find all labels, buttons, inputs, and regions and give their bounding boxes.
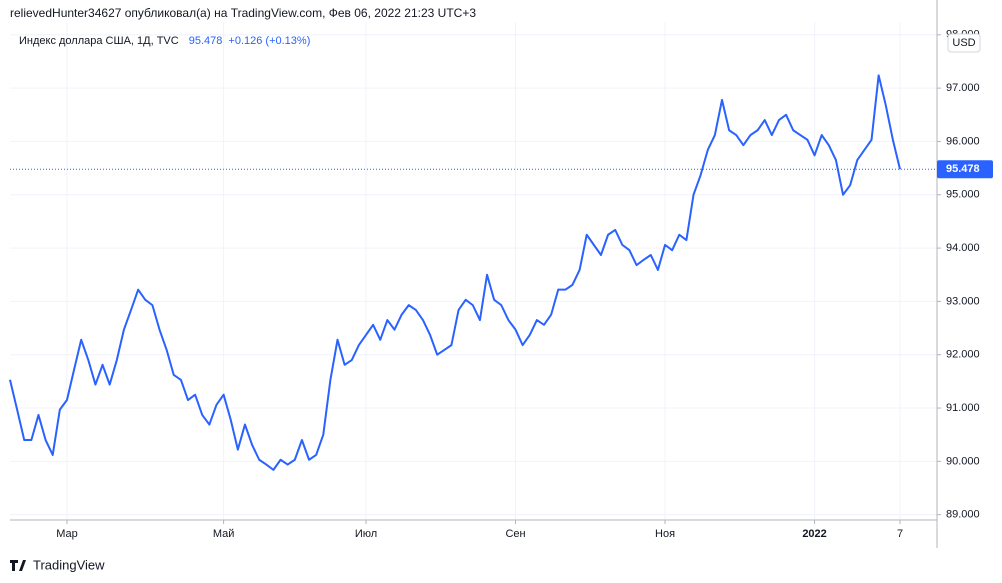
footer: TradingView xyxy=(33,557,105,572)
x-tick-label: Июл xyxy=(355,528,377,540)
x-tick-label: 7 xyxy=(897,528,903,540)
x-tick-label: Сен xyxy=(505,528,525,540)
currency[interactable]: USD xyxy=(952,37,975,49)
x-tick-label: Ноя xyxy=(655,528,675,540)
x-tick-label: Мар xyxy=(56,528,78,540)
y-tick-label: 96.000 xyxy=(946,135,980,147)
last-price-label: 95.478 xyxy=(946,163,980,175)
grid xyxy=(10,22,937,520)
legend-change: +0.126 (+0.13%) xyxy=(228,35,310,47)
currency-box[interactable] xyxy=(947,33,981,53)
last-price-box xyxy=(937,160,993,179)
plot xyxy=(9,74,937,471)
x-tick-label: 2022 xyxy=(802,528,826,540)
x-tick-label: Май xyxy=(213,528,235,540)
y-tick-label: 94.000 xyxy=(946,242,980,254)
y-tick-label: 91.000 xyxy=(946,402,980,414)
y-tick-label: 89.000 xyxy=(946,509,980,521)
footer-logo xyxy=(10,560,26,571)
legend-value: 95.478 xyxy=(189,35,223,47)
y-tick-label: 95.000 xyxy=(946,189,980,201)
axes: 89.000 90.000 91.000 92.000 93.000 94.000 95.0… xyxy=(56,29,993,540)
price-line xyxy=(9,74,901,471)
header: relievedHunter34627 опубликовал(а) на Tr… xyxy=(10,6,476,20)
legend-title: Индекс доллара США, 1Д, TVC xyxy=(19,35,179,47)
y-tick-label: 97.000 xyxy=(946,82,980,94)
y-tick-label: 93.000 xyxy=(946,295,980,307)
y-tick-label: 90.000 xyxy=(946,455,980,467)
y-tick-label: 92.000 xyxy=(946,349,980,361)
